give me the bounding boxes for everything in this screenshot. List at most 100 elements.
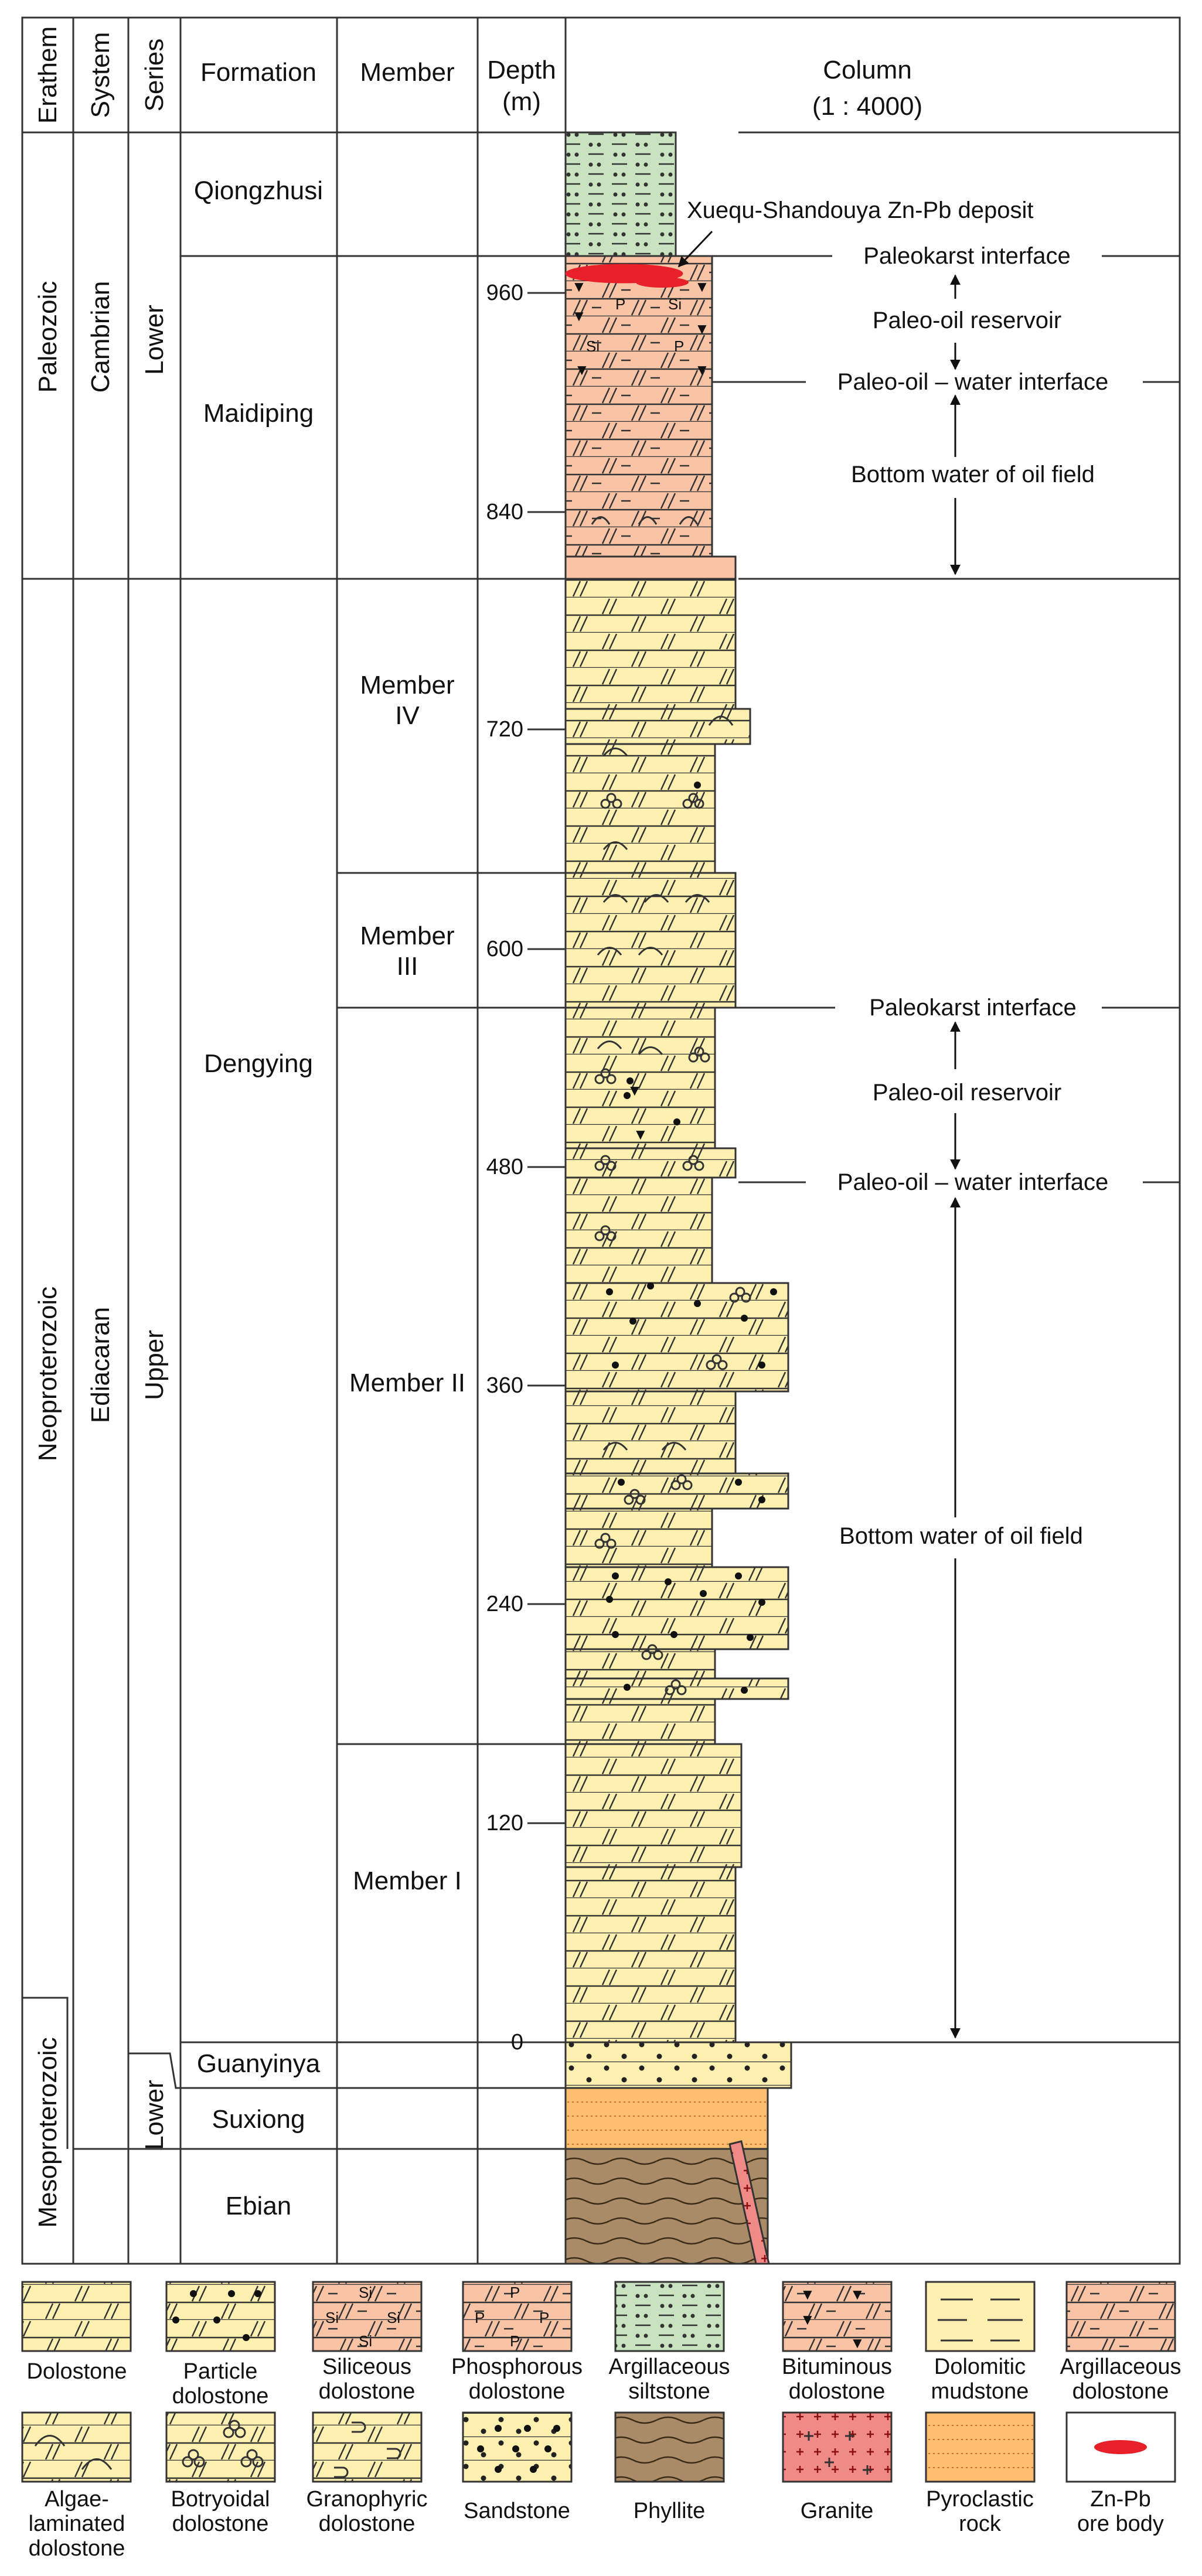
legend-swatch-phosphorous [462, 2281, 573, 2352]
legend-label: Botryoidal [171, 2487, 270, 2512]
unit-boundaries [22, 255, 566, 2150]
legend-label: dolostone [172, 2512, 269, 2536]
layer-dengying-ii-base2 [564, 1698, 716, 1745]
header-formation: Formation [200, 58, 316, 87]
legend [21, 2281, 1176, 2483]
granite-dike [728, 2140, 770, 2265]
legend-label: Pyroclastic [926, 2487, 1034, 2512]
layer-dengying-ii-wide3 [564, 1566, 789, 1650]
legend-label: Phyllite [634, 2499, 706, 2523]
svg-text:P: P [475, 2309, 485, 2326]
svg-text:Si: Si [586, 337, 600, 355]
legend-label: Argillaceous [1060, 2355, 1181, 2379]
header-row: Erathem System Series Formation Member D… [33, 26, 922, 124]
svg-text:▼: ▼ [800, 2285, 815, 2303]
member-iv-line1: Member [360, 671, 454, 700]
svg-text:Si: Si [668, 295, 682, 313]
legend-label: siltstone [628, 2379, 710, 2404]
legend-label: Dolomitic [934, 2355, 1026, 2379]
system-ediacaran: Ediacaran [86, 1307, 115, 1423]
legend-swatch-dolmud [925, 2281, 1036, 2352]
layer-dengying-iv-ledge [564, 708, 751, 745]
legend-label: Granite [801, 2499, 874, 2523]
legend-swatch-details: Si Si Si Si P P P P ▼ ▼ ▼ ▼ [34, 2284, 1147, 2478]
member-iv-line2: IV [395, 701, 420, 730]
legend-labels: Dolostone Particle dolostone Siliceous d… [26, 2355, 1181, 2561]
legend-label: rock [959, 2512, 1002, 2536]
layer-dengying-ii-base [564, 1648, 716, 1680]
layer-dengying-ii-top [564, 1006, 716, 1149]
column-symbols [591, 516, 751, 1695]
depth-tick-label: 240 [486, 1592, 523, 1616]
header-depth-unit: (m) [502, 87, 541, 116]
upper-paleokarst-label: Paleokarst interface [863, 243, 1071, 269]
system-cambrian: Cambrian [86, 281, 115, 393]
deposit-label: Xuequ-Shandouya Zn-Pb deposit [687, 197, 1034, 223]
svg-text:▼: ▼ [571, 307, 587, 325]
series-ediacaran-upper: Upper [140, 1330, 169, 1400]
legend-label: Particle [183, 2359, 258, 2384]
depth-tick-label: 600 [486, 937, 523, 961]
legend-label: dolostone [172, 2384, 269, 2408]
legend-swatch-argdol [1065, 2281, 1176, 2352]
legend-label: Sandstone [464, 2499, 570, 2523]
layer-dengying-iv-lower [564, 743, 716, 874]
particle-dots [606, 782, 777, 1694]
upper-bottom-water-label: Bottom water of oil field [851, 462, 1095, 487]
header-series: Series [140, 39, 169, 112]
legend-swatch-dolostone [21, 2281, 132, 2352]
legend-swatch-orebody [1065, 2411, 1176, 2483]
legend-swatch-botryoidal [165, 2411, 276, 2483]
svg-text:Si: Si [387, 2309, 400, 2326]
svg-text:P: P [510, 2332, 520, 2350]
layer-maidiping-dolostone [564, 255, 713, 580]
layer-maidiping-lower [564, 555, 737, 580]
svg-text:Si: Si [359, 2332, 372, 2350]
lower-bottom-water-label: Bottom water of oil field [839, 1523, 1083, 1549]
header-column: Column [823, 56, 912, 84]
header-erathem: Erathem [33, 26, 62, 124]
legend-label: Phosphorous [451, 2355, 583, 2379]
member-iii-line2: III [397, 952, 418, 981]
formation-dengying: Dengying [204, 1049, 313, 1078]
legend-label: Argillaceous [609, 2355, 730, 2379]
svg-text:P: P [615, 295, 625, 313]
layer-dengying-i-lower [564, 1866, 737, 2043]
legend-swatch-granite [782, 2411, 893, 2483]
legend-label: Granophyric [307, 2487, 428, 2512]
layer-dengying-i [564, 1743, 743, 1868]
legend-swatch-granophyric [312, 2411, 423, 2483]
svg-text:P: P [510, 2284, 520, 2301]
svg-text:▼: ▼ [850, 2334, 865, 2352]
legend-label: dolostone [1072, 2379, 1169, 2404]
svg-text:▼: ▼ [694, 320, 710, 337]
svg-text:▼: ▼ [694, 361, 710, 378]
formation-guanyinya: Guanyinya [197, 2049, 321, 2078]
upper-owc-label: Paleo-oil – water interface [837, 369, 1108, 395]
layer-dengying-ii-lower [564, 1390, 737, 1475]
lithologic-column [564, 131, 792, 2265]
depth-tick-label: 120 [486, 1811, 523, 1835]
layer-argillaceous-siltstone [564, 131, 677, 257]
erathem-paleozoic: Paleozoic [33, 281, 62, 393]
upper-reservoir-label: Paleo-oil reservoir [873, 308, 1061, 333]
svg-text:▼: ▼ [574, 361, 590, 378]
lower-paleokarst-label: Paleokarst interface [869, 995, 1077, 1021]
svg-text:▼: ▼ [800, 2311, 815, 2328]
layer-dengying-iv [564, 578, 737, 724]
ore-body-group [565, 230, 713, 288]
erathem-mesoproterozoic: Mesoproterozoic [33, 2037, 62, 2227]
legend-swatch-siliceous [312, 2281, 423, 2352]
legend-label: dolostone [469, 2379, 566, 2404]
depth-tick-label: 840 [486, 500, 523, 524]
legend-label: laminated [29, 2512, 125, 2536]
legend-label: mudstone [931, 2379, 1029, 2404]
legend-label: ore body [1077, 2512, 1164, 2536]
layer-dengying-iii [564, 872, 737, 1009]
header-member: Member [360, 58, 454, 87]
legend-swatch-bituminous [782, 2281, 893, 2352]
depth-ticks: 960 840 720 600 480 360 240 120 0 [486, 281, 566, 2055]
svg-text:▼: ▼ [694, 278, 710, 295]
legend-label: Zn-Pb [1090, 2487, 1150, 2512]
